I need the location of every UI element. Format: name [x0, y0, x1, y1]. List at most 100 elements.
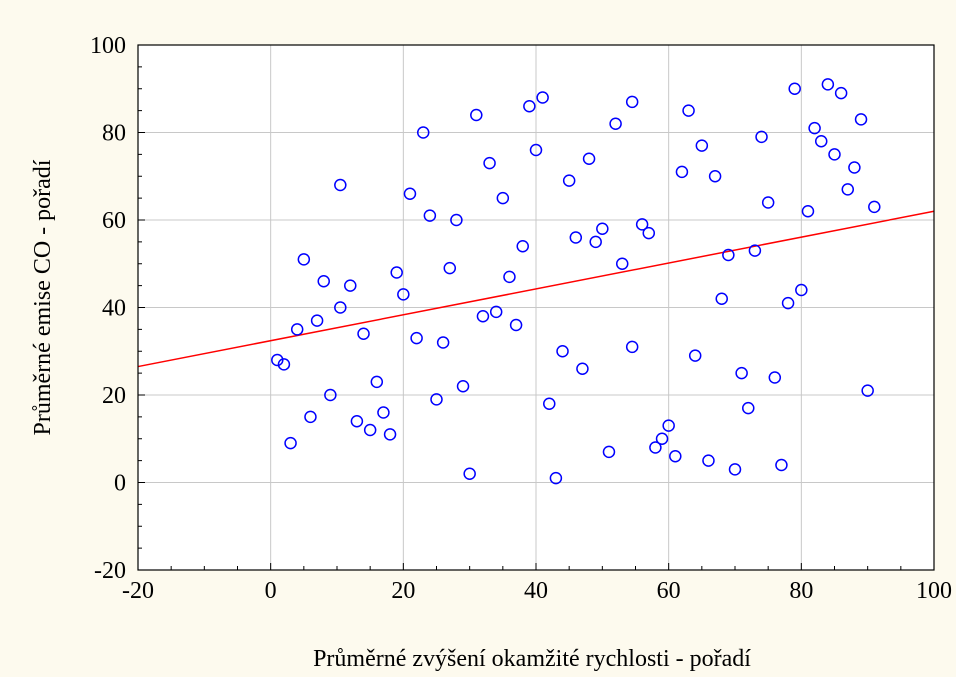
data-point-76 [775, 458, 788, 472]
data-point-53 [625, 95, 639, 109]
data-point-80 [801, 205, 815, 218]
data-point-11 [344, 279, 357, 292]
trend-line-layer [137, 210, 935, 368]
data-point-73 [755, 130, 768, 144]
data-point-47 [582, 152, 596, 165]
data-point-38 [523, 100, 536, 113]
data-point-71 [742, 401, 755, 415]
data-point-20 [403, 187, 417, 200]
data-point-26 [443, 261, 457, 275]
data-point-87 [848, 161, 861, 174]
data-point-44 [562, 174, 576, 187]
data-point-72 [748, 244, 762, 257]
data-point-59 [662, 419, 675, 432]
data-point-3 [290, 323, 304, 336]
grid-overlay [138, 45, 934, 570]
y-tick-label-0: -20 [94, 558, 126, 584]
x-tick-label-1: 0 [265, 578, 277, 604]
data-point-81 [808, 121, 821, 135]
data-point-77 [781, 296, 795, 310]
data-point-83 [821, 78, 835, 91]
data-point-82 [814, 135, 828, 148]
data-point-18 [390, 266, 403, 279]
data-point-49 [596, 222, 609, 235]
data-point-5 [304, 410, 317, 424]
data-point-45 [569, 231, 583, 244]
data-point-70 [735, 366, 748, 380]
data-point-56 [642, 226, 656, 240]
data-point-36 [509, 318, 523, 332]
data-point-74 [761, 196, 775, 209]
data-point-8 [324, 388, 337, 402]
x-tick-label-3: 40 [524, 578, 548, 604]
y-tick-label-1: 0 [114, 471, 126, 497]
data-point-22 [416, 126, 430, 139]
data-point-66 [708, 170, 722, 183]
y-tick-label-2: 20 [102, 383, 126, 409]
y-tick-label-5: 80 [102, 121, 126, 147]
data-point-2 [284, 436, 297, 450]
x-tick-label-6: 100 [916, 578, 952, 604]
y-tick-label-6: 100 [90, 33, 126, 59]
data-point-84 [828, 148, 841, 161]
data-point-9 [334, 301, 347, 314]
data-point-50 [602, 445, 616, 459]
data-point-90 [868, 200, 881, 214]
data-point-54 [625, 340, 639, 354]
data-point-55 [635, 218, 649, 231]
data-point-16 [377, 406, 390, 419]
data-point-4 [297, 253, 311, 266]
data-point-58 [655, 432, 669, 445]
data-point-37 [516, 240, 529, 253]
data-point-21 [410, 331, 423, 345]
data-point-68 [722, 248, 735, 262]
data-point-65 [702, 454, 715, 467]
data-point-15 [370, 375, 384, 389]
tick-labels: -20 0 20 40 60 80 100 -20 0 20 40 60 80 100 [90, 33, 952, 604]
regression-line [137, 210, 935, 368]
data-point-43 [556, 345, 569, 358]
data-point-63 [688, 349, 702, 362]
data-point-85 [834, 86, 848, 100]
data-point-28 [456, 380, 470, 393]
data-point-41 [543, 397, 556, 410]
data-point-0 [271, 353, 284, 367]
x-tick-label-2: 20 [391, 578, 415, 604]
y-tick-label-4: 60 [102, 208, 126, 234]
data-point-27 [450, 213, 463, 227]
y-axis-title: Průměrné emise CO - pořadí [30, 159, 56, 435]
data-points [271, 78, 881, 485]
data-point-31 [476, 310, 490, 323]
data-point-7 [317, 275, 330, 288]
data-point-86 [841, 183, 855, 196]
data-point-1 [277, 358, 291, 371]
data-point-13 [357, 327, 370, 340]
data-point-78 [788, 82, 801, 95]
data-point-6 [310, 314, 324, 327]
data-point-42 [549, 471, 563, 485]
x-tick-label-4: 60 [657, 578, 681, 604]
data-point-62 [682, 104, 695, 117]
data-point-46 [576, 362, 589, 375]
data-point-52 [615, 257, 629, 270]
data-point-79 [795, 283, 808, 297]
data-point-25 [436, 336, 450, 349]
data-point-40 [536, 91, 549, 104]
data-point-23 [423, 209, 437, 222]
x-axis-title: Průměrné zvýšení okamžité rychlosti - po… [313, 646, 751, 672]
data-point-67 [715, 292, 728, 305]
data-point-39 [529, 143, 543, 157]
data-point-32 [483, 156, 496, 170]
data-point-61 [675, 165, 689, 179]
data-point-14 [363, 423, 377, 437]
data-point-60 [669, 450, 682, 463]
data-point-89 [861, 384, 874, 397]
x-tick-label-5: 80 [789, 578, 813, 604]
data-point-12 [350, 415, 364, 428]
data-point-30 [470, 108, 483, 122]
data-point-64 [695, 139, 709, 152]
data-point-88 [854, 113, 868, 126]
data-point-24 [430, 393, 443, 406]
